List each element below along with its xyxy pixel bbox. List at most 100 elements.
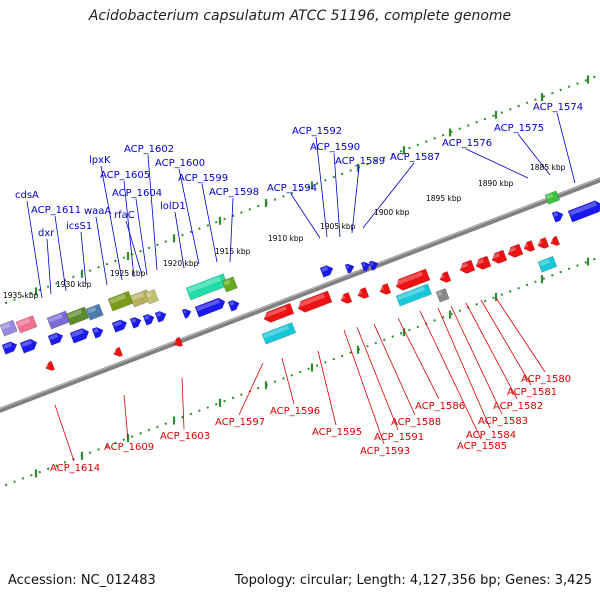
reverse-gene-label: ACP_1583 <box>478 416 528 427</box>
reverse-gene-label: ACP_1614 <box>50 463 100 474</box>
forward-leader-line <box>80 231 87 285</box>
genome-backbone <box>0 177 600 413</box>
kbp-tick-label: 1890 kbp <box>478 179 514 188</box>
gene-labels: 1885 kbp 1890 kbp 1895 kbp 1900 kbp 1905 kbp… <box>3 102 583 474</box>
reverse-gene <box>523 240 536 252</box>
gene-features <box>0 190 600 371</box>
forward-leader-line <box>26 200 43 299</box>
operon-block <box>65 306 90 326</box>
reverse-block <box>395 283 433 307</box>
forward-gene <box>344 263 355 274</box>
forward-leader-line <box>465 148 529 179</box>
forward-gene-label: ACP_1611 <box>31 205 81 216</box>
reverse-leader-line <box>356 326 399 431</box>
forward-leader-line <box>54 215 67 292</box>
forward-gene-label: ACP_1594 <box>267 183 317 194</box>
upper-tick-row <box>0 73 600 307</box>
reverse-gene-label: ACP_1597 <box>215 417 265 428</box>
reverse-gene <box>537 237 550 249</box>
operon-block <box>221 276 238 293</box>
reverse-leader-line <box>281 357 295 405</box>
forward-leader-line <box>135 198 148 276</box>
reverse-gene-label: ACP_1582 <box>493 401 543 412</box>
operon-block <box>15 315 38 334</box>
reverse-gene-label: ACP_1586 <box>415 401 465 412</box>
reverse-gene-label: ACP_1596 <box>270 406 320 417</box>
forward-gene <box>181 308 192 319</box>
reverse-leader-line <box>480 299 532 386</box>
backbone-line <box>0 177 600 413</box>
forward-gene-label: ACP_1574 <box>533 102 583 113</box>
reverse-gene-label: ACP_1585 <box>457 441 507 452</box>
forward-gene-label: ACP_1590 <box>310 142 360 153</box>
operon-block <box>85 303 104 321</box>
reverse-leader-line <box>373 323 416 416</box>
kbp-tick-label: 1905 kbp <box>320 222 356 231</box>
reverse-block <box>261 322 297 345</box>
forward-leader-line <box>315 136 328 238</box>
forward-gene-label: ACP_1587 <box>390 152 440 163</box>
forward-leader-line <box>333 152 341 238</box>
forward-gene-label: cdsA <box>15 190 39 201</box>
reverse-leader-line <box>419 310 482 440</box>
forward-gene <box>19 338 38 354</box>
reverse-block <box>435 288 450 303</box>
reverse-gene-label: ACP_1595 <box>312 427 362 438</box>
topology-text: Topology: circular; Length: 4,127,356 bp… <box>234 573 592 588</box>
forward-gene <box>154 310 167 323</box>
forward-gene-label: dxr <box>38 228 55 239</box>
operon-block <box>144 289 159 305</box>
operon-block <box>0 319 18 337</box>
forward-gene-label: ACP_1576 <box>442 138 492 149</box>
reverse-gene-label: ACP_1580 <box>521 374 571 385</box>
forward-leader-line <box>125 220 143 276</box>
forward-gene <box>47 332 64 346</box>
forward-gene-label: ACP_1575 <box>494 123 544 134</box>
forward-leader-line <box>362 162 415 229</box>
reverse-gene <box>173 336 184 347</box>
reverse-leader-line <box>495 297 546 373</box>
reverse-leader-line <box>343 329 385 445</box>
reverse-leader-line <box>465 302 518 400</box>
kbp-tick-label: 1900 kbp <box>374 208 410 217</box>
reverse-gene <box>45 360 56 371</box>
forward-gene <box>111 319 128 333</box>
reverse-gene-label: ACP_1588 <box>391 417 441 428</box>
forward-gene <box>227 299 240 312</box>
forward-leader-line <box>123 180 135 278</box>
forward-gene-label: ACP_1604 <box>112 188 162 199</box>
forward-leader-line <box>174 211 185 269</box>
reverse-gene <box>263 302 295 323</box>
kbp-tick-label: 1920 kbp <box>163 259 199 268</box>
reverse-gene <box>507 243 524 258</box>
kbp-tick-lines <box>0 73 600 489</box>
map-title: Acidobacterium capsulatum ATCC 51196, co… <box>88 8 512 24</box>
forward-leader-line <box>46 238 52 295</box>
forward-gene-label: lolD1 <box>160 201 186 212</box>
forward-gene-label: ACP_1605 <box>100 170 150 181</box>
reverse-gene <box>395 268 431 291</box>
reverse-gene <box>550 235 561 246</box>
reverse-gene <box>113 346 124 357</box>
accession-text: Accession: NC_012483 <box>8 573 156 588</box>
reverse-gene <box>475 255 492 270</box>
forward-leader-line <box>556 112 576 184</box>
forward-gene <box>142 313 155 326</box>
forward-gene <box>194 297 226 318</box>
lower-tick-row <box>0 255 600 489</box>
backbone-highlight <box>0 177 600 410</box>
forward-leader-line <box>178 168 200 265</box>
reverse-leader-line <box>54 404 75 462</box>
forward-gene <box>129 316 142 329</box>
forward-gene-label: ACP_1589 <box>335 156 385 167</box>
operon-block <box>107 290 134 312</box>
reverse-gene <box>439 271 452 283</box>
forward-leader-line <box>201 183 218 263</box>
forward-leader-line <box>229 197 234 263</box>
forward-gene-label: ACP_1592 <box>292 126 342 137</box>
reverse-gene <box>459 259 476 274</box>
kbp-tick-label: 1930 kbp <box>56 280 92 289</box>
forward-gene-label: ACP_1599 <box>178 173 228 184</box>
forward-gene <box>551 210 564 223</box>
